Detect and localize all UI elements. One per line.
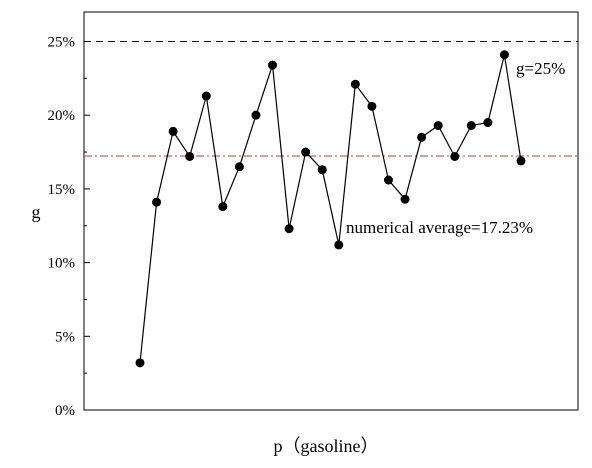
y-tick-label: 0% xyxy=(55,403,75,419)
y-ticks: 0% 5% 10% 15% 20% 25% xyxy=(48,34,90,419)
y-axis-title: g xyxy=(32,202,41,222)
plot-frame xyxy=(83,11,579,411)
data-point xyxy=(168,126,178,136)
data-point xyxy=(218,202,228,212)
data-point xyxy=(284,224,294,234)
data-point xyxy=(350,79,360,89)
series-points xyxy=(135,50,526,368)
data-point xyxy=(201,91,211,101)
y-tick-label: 5% xyxy=(55,329,75,345)
y-tick-label: 25% xyxy=(48,34,76,50)
data-point xyxy=(334,240,344,250)
data-point xyxy=(185,151,195,161)
data-point xyxy=(383,175,393,185)
data-point xyxy=(301,147,311,157)
ref-label-average: numerical average=17.23% xyxy=(346,218,533,237)
y-tick-label: 15% xyxy=(48,182,76,198)
data-point xyxy=(152,197,162,207)
data-point xyxy=(483,118,493,128)
y-tick-label: 20% xyxy=(48,108,76,124)
ref-label-25: g=25% xyxy=(516,59,565,78)
data-point xyxy=(450,151,460,161)
x-axis-title: p（gasoline） xyxy=(274,436,379,456)
data-point xyxy=(268,60,278,70)
data-point xyxy=(433,121,443,131)
y-tick-label: 10% xyxy=(48,256,76,272)
data-point xyxy=(135,358,145,368)
series-line xyxy=(139,54,522,363)
data-point xyxy=(516,156,526,166)
data-point xyxy=(499,50,509,60)
data-point xyxy=(234,162,244,172)
data-point xyxy=(400,194,410,204)
data-point xyxy=(367,101,377,111)
data-point xyxy=(317,165,327,175)
data-point xyxy=(251,110,261,120)
data-point xyxy=(417,132,427,142)
data-point xyxy=(466,121,476,131)
